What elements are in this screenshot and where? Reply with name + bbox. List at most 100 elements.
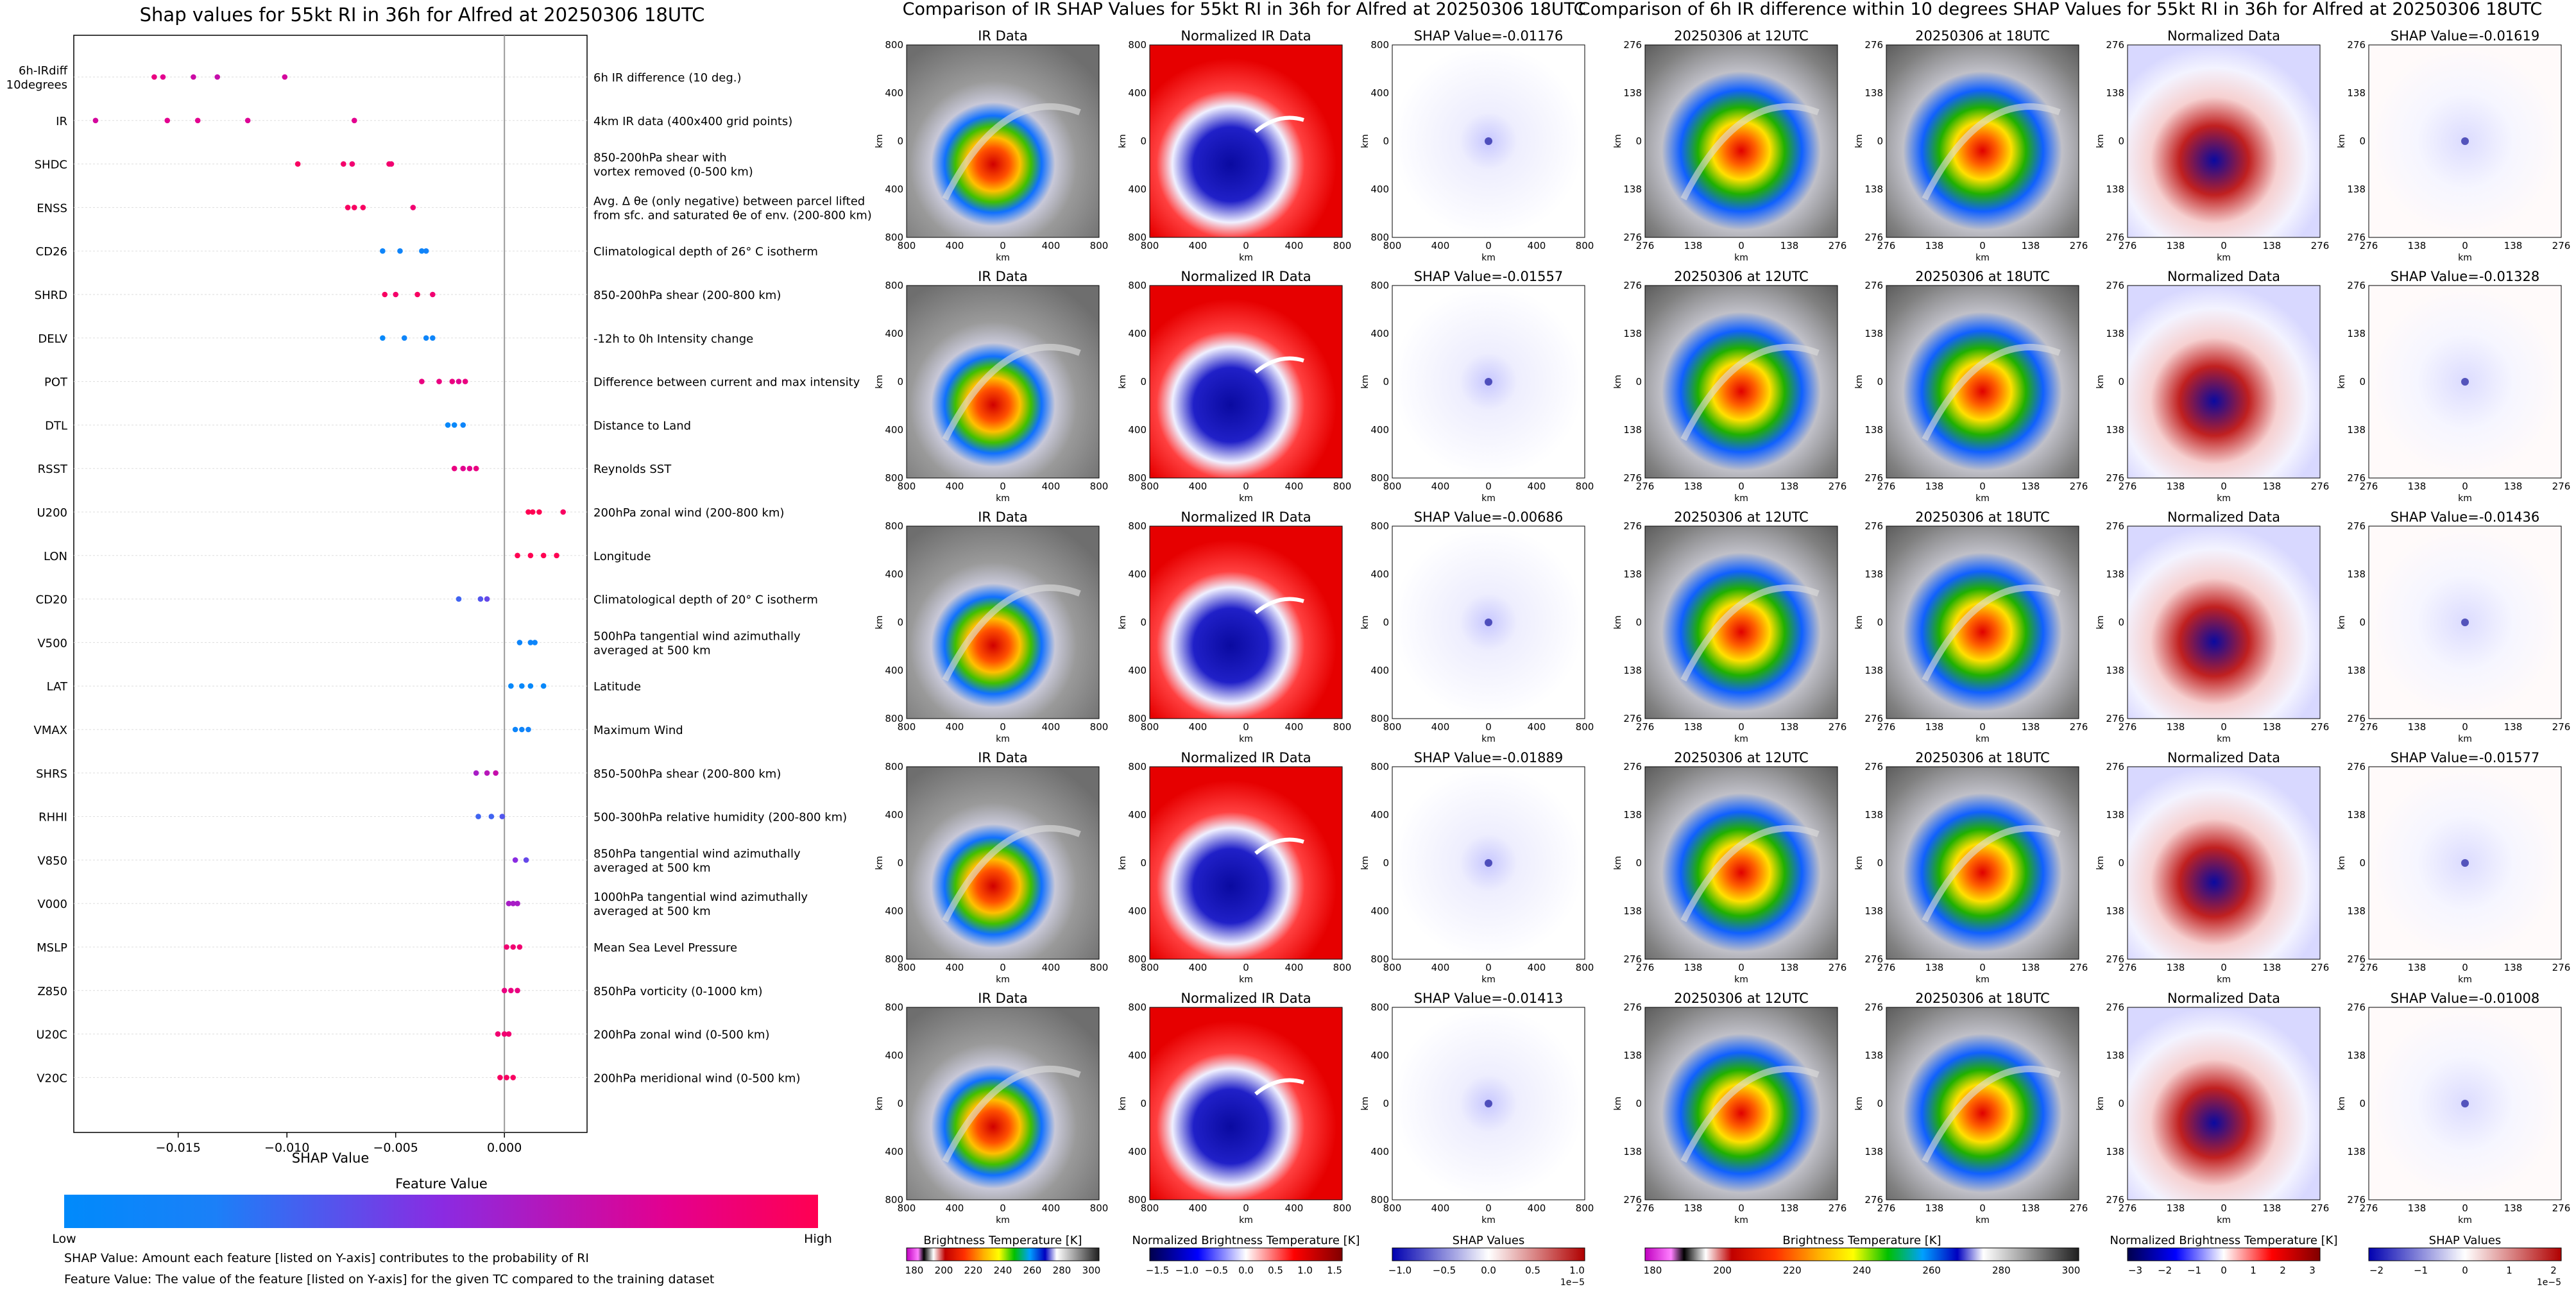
cloud-band: [1922, 585, 2061, 682]
y-tick-label: 800: [1370, 520, 1389, 532]
y-tick-label: 0: [2118, 1098, 2124, 1109]
shap-point: [501, 1031, 508, 1037]
shap-point: [495, 1031, 501, 1037]
shap-point: [504, 944, 509, 950]
colorbar-tick: 200: [935, 1265, 953, 1276]
y-axis-unit: km: [1360, 134, 1370, 148]
cell-title: 20250306 at 18UTC: [1915, 991, 2050, 1006]
norm6-image: [2127, 766, 2321, 960]
colorbar-tick: 1.5: [1327, 1265, 1342, 1276]
y-tick-label: 400: [1128, 665, 1147, 676]
x-tick-label: 800: [1383, 481, 1402, 492]
y-axis-unit: km: [1360, 856, 1370, 870]
shap-point: [506, 900, 512, 907]
y-tick-label: 138: [2106, 1050, 2124, 1061]
x-tick-label: 276: [2119, 481, 2137, 492]
y-tick-label: 276: [1623, 472, 1642, 484]
ir6-image: [1644, 285, 1838, 479]
x-tick-label: 800: [1576, 481, 1594, 492]
x-axis-label: SHAP Value: [292, 1150, 370, 1166]
shap-point: [164, 117, 171, 124]
x-tick-label: 138: [2167, 721, 2185, 733]
x-tick-label: 276: [2360, 962, 2378, 973]
y-axis-unit: km: [1360, 1097, 1370, 1111]
shap-point: [410, 205, 416, 210]
colorbar-tick: 0: [2462, 1265, 2468, 1276]
x-tick-label: 800: [1333, 1202, 1352, 1214]
x-tick-label: 800: [1383, 962, 1402, 973]
x-tick-label: 0: [2221, 962, 2227, 973]
feature-description: Climatological depth of 20° C isotherm: [593, 593, 818, 607]
y-axis-unit: km: [2095, 1097, 2106, 1111]
y-tick-label: 0: [1635, 376, 1642, 388]
shap-point: [516, 640, 523, 645]
shap-point: [510, 1075, 516, 1080]
y-tick-label: 276: [1864, 1194, 1883, 1206]
y-axis-unit: km: [1118, 134, 1128, 148]
x-tick-label: 138: [2022, 962, 2040, 973]
image-cell: 20250306 at 12UTC27627613813800138138276…: [1613, 269, 1847, 504]
cell-title: 20250306 at 18UTC: [1915, 28, 2050, 44]
colorbar-tick: 1.0: [1569, 1265, 1585, 1276]
x-tick-label: 0: [2462, 962, 2468, 973]
feature-code-label: VMAX: [34, 724, 68, 737]
cloud-band: [1922, 1066, 2061, 1163]
colorbar-strip: [2127, 1247, 2321, 1261]
x-tick-label: 800: [1141, 962, 1159, 973]
y-tick-label: 0: [1140, 617, 1147, 628]
x-axis-unit: km: [2217, 1215, 2231, 1225]
colorbar-label: Brightness Temperature [K]: [923, 1234, 1082, 1247]
y-tick-label: 276: [2106, 1194, 2124, 1206]
x-axis-unit: km: [2217, 253, 2231, 263]
shap-point: [282, 74, 288, 80]
y-tick-label: 400: [1370, 905, 1389, 917]
colorbar-tick: 240: [1853, 1265, 1872, 1276]
feature-description: 500-300hPa relative humidity (200-800 km…: [593, 811, 847, 824]
feature-code-label: U200: [37, 506, 67, 520]
x-tick-label: 0: [1979, 721, 1986, 733]
y-tick-label: 276: [2106, 520, 2124, 532]
y-tick-label: 276: [2106, 280, 2124, 291]
x-tick-label: 276: [2119, 962, 2137, 973]
x-tick-label: 138: [1684, 1202, 1703, 1214]
y-tick-label: 800: [1370, 1194, 1389, 1206]
x-tick-label: 800: [898, 481, 916, 492]
y-axis-unit: km: [1854, 1097, 1864, 1111]
x-tick-label: 276: [2119, 721, 2137, 733]
colorbar-tick: −2: [2369, 1265, 2384, 1276]
x-tick-label: 800: [1333, 240, 1352, 252]
x-tick-label: 0: [1738, 962, 1744, 973]
x-tick-label: 138: [1925, 962, 1944, 973]
feature-code-label: Z850: [37, 985, 67, 998]
x-axis-unit: km: [1481, 1215, 1496, 1225]
x-tick-label: 0: [2221, 721, 2227, 733]
y-tick-label: 0: [1140, 135, 1147, 147]
colorbar: Normalized Brightness Temperature [K] −1.…: [1132, 1234, 1360, 1276]
shap-summary-axes: [73, 35, 588, 1133]
feature-code-label: POT: [44, 376, 68, 389]
y-axis-unit: km: [1118, 856, 1128, 870]
colorbar-low-label: Low: [52, 1232, 76, 1246]
x-tick-label: 0: [2462, 1202, 2468, 1214]
x-tick-label: 276: [1877, 240, 1896, 252]
feature-description: 1000hPa tangential wind azimuthally avera…: [593, 891, 808, 918]
y-tick-label: 138: [2347, 665, 2366, 676]
feature-description: 850-500hPa shear (200-800 km): [593, 767, 781, 781]
x-tick-label: 138: [2504, 1202, 2523, 1214]
norm6-image: [2127, 285, 2321, 479]
y-axis-unit: km: [2337, 1097, 2347, 1111]
x-axis-unit: km: [996, 1215, 1010, 1225]
feature-code-label: V20C: [37, 1071, 67, 1085]
y-tick-label: 0: [897, 617, 903, 628]
x-tick-label: 800: [1383, 1202, 1402, 1214]
x-tick-label: 138: [2263, 1202, 2282, 1214]
x-tick-label: 276: [2119, 240, 2137, 252]
x-tick-label: 0: [1738, 721, 1744, 733]
x-tick-label: 276: [2311, 240, 2330, 252]
y-tick-label: 400: [885, 424, 903, 436]
cell-title: IR Data: [978, 28, 1028, 44]
shap-point: [341, 161, 346, 167]
x-tick-label: 138: [2022, 481, 2040, 492]
y-tick-label: 0: [1140, 376, 1147, 388]
colorbar-strip: [2368, 1247, 2562, 1261]
